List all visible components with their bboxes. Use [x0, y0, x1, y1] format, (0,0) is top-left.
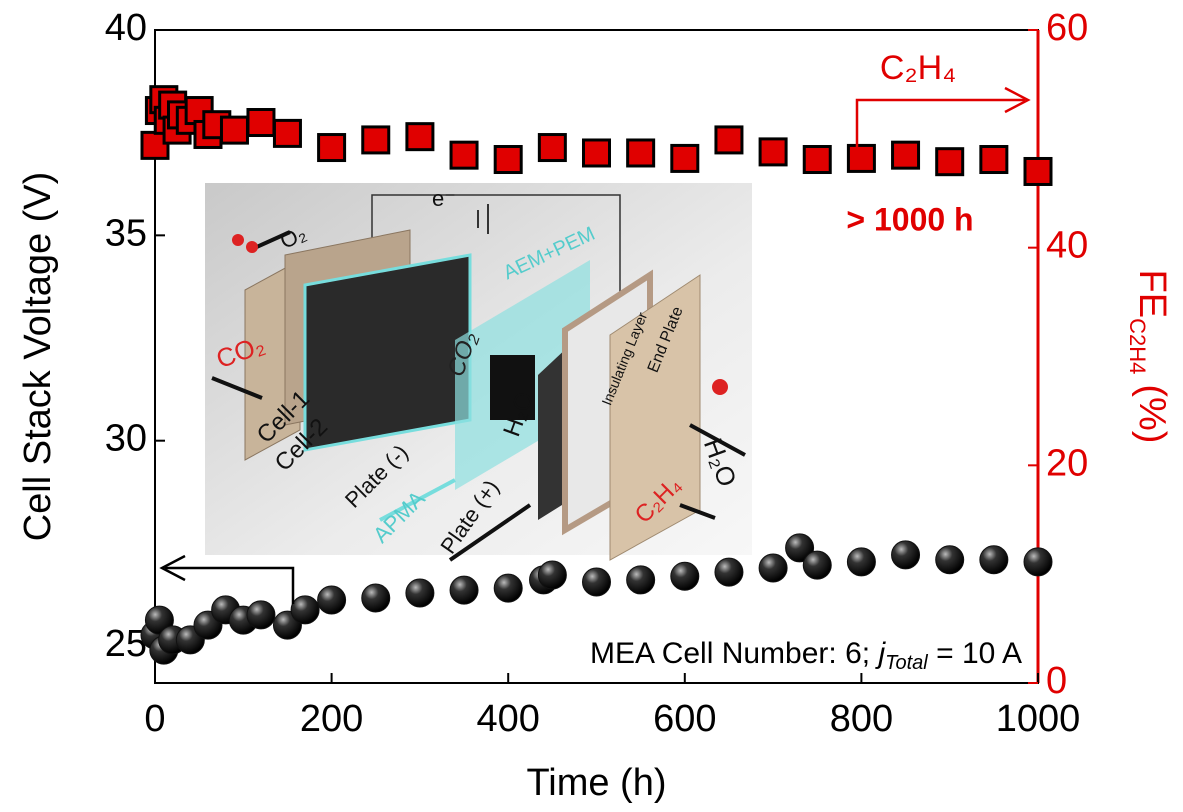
data-point: [449, 140, 479, 170]
conditions-sub: Total: [885, 652, 928, 674]
data-point: [714, 125, 744, 155]
data-point: [935, 147, 965, 177]
co2-arrow: [211, 376, 263, 400]
data-point: [361, 583, 391, 613]
conditions-suffix: = 10 A: [928, 637, 1022, 670]
data-point: [537, 133, 567, 163]
x-axis-title: Time (h): [526, 762, 666, 804]
y2-tick-label: 60: [1046, 7, 1088, 49]
data-point: [785, 533, 815, 563]
data-point: [802, 550, 832, 580]
data-point: [1023, 547, 1053, 577]
data-point: [891, 140, 921, 170]
c2h4-arrow: [679, 503, 716, 520]
voltage-arrowhead: [159, 554, 186, 582]
data-point: [758, 553, 788, 583]
data-point: [670, 561, 700, 591]
data-point: [979, 145, 1009, 175]
data-point: [670, 143, 700, 173]
electrode: [490, 355, 535, 420]
data-point: [361, 125, 391, 155]
data-point: [493, 145, 523, 175]
y-axis-title: Cell Stack Voltage (V): [17, 172, 59, 542]
data-point: [405, 578, 435, 608]
data-point: [626, 138, 656, 168]
x-tick-label: 200: [300, 698, 363, 740]
conditions-prefix: MEA Cell Number: 6;: [590, 637, 878, 670]
cell-stack: [303, 253, 472, 452]
inset-label: e⁻: [432, 186, 456, 211]
data-point: [846, 143, 876, 173]
data-point: [219, 115, 249, 145]
data-point: [317, 133, 347, 163]
x-tick-label: 800: [830, 698, 893, 740]
x-tick-label: 0: [144, 698, 165, 740]
data-point: [405, 122, 435, 152]
data-point: [246, 108, 276, 138]
x-tick-label: 1000: [996, 698, 1081, 740]
fe-arrowhead: [1004, 86, 1031, 114]
data-point: [317, 585, 347, 615]
data-point: [979, 545, 1009, 575]
y-tick-label: 40: [105, 7, 147, 49]
data-point: [935, 545, 965, 575]
plate-arrow: [448, 503, 532, 562]
data-point: [626, 565, 656, 595]
data-point: [246, 600, 276, 630]
molecule: [246, 241, 258, 253]
y-tick-label: 25: [105, 623, 147, 665]
data-point: [758, 137, 788, 167]
data-point: [582, 138, 611, 168]
y-tick-label: 30: [105, 418, 147, 460]
duration-label: > 1000 h: [846, 201, 973, 237]
data-point: [449, 575, 479, 605]
y2-axis-title-main: FE: [1131, 270, 1173, 319]
data-point: [290, 595, 320, 625]
data-point: [1023, 156, 1053, 186]
y2-axis-title-sub: C2H4: [1125, 318, 1150, 374]
end-plate-right: [609, 274, 701, 561]
fe-arrow: [855, 98, 1025, 158]
y2-axis-title-unit: (%): [1131, 384, 1173, 443]
data-point: [846, 547, 876, 577]
data-point: [891, 540, 921, 570]
conditions-label: MEA Cell Number: 6; jTotal = 10 A: [590, 637, 1022, 674]
product-label: C₂H₄: [880, 49, 956, 87]
x-tick-label: 600: [653, 698, 716, 740]
y2-tick-label: 20: [1046, 442, 1088, 484]
data-point: [272, 118, 302, 148]
data-point: [582, 567, 611, 597]
y2-axis-title: FEC2H4 (%): [1125, 270, 1173, 444]
apma-arrow: [379, 478, 456, 522]
y2-tick-label: 0: [1046, 660, 1067, 702]
x-tick-label: 400: [476, 698, 539, 740]
data-point: [493, 573, 523, 603]
data-point: [537, 560, 567, 590]
voltage-arrow: [165, 566, 295, 604]
circuit-wire: [371, 194, 621, 300]
data-point: [714, 557, 744, 587]
molecule: [232, 234, 244, 246]
molecule: [712, 379, 728, 395]
data-point: [802, 145, 832, 175]
water-arrow: [689, 423, 746, 457]
y-tick-label: 35: [105, 212, 147, 254]
y2-tick-label: 40: [1046, 225, 1088, 267]
